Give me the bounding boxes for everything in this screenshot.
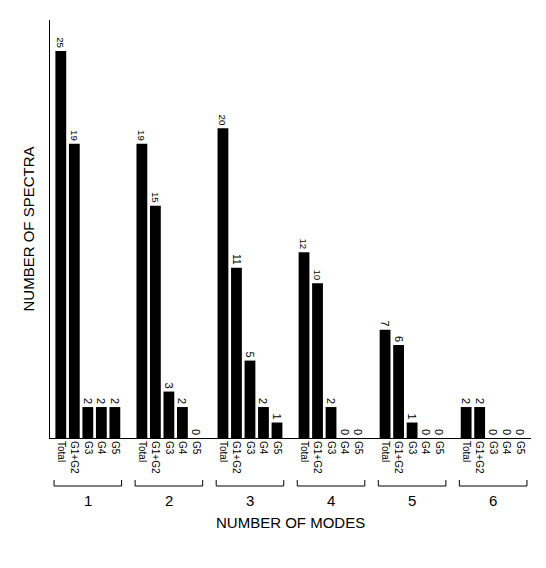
svg-text:6: 6 (393, 336, 405, 342)
svg-text:2: 2 (474, 398, 486, 404)
svg-text:5: 5 (408, 492, 416, 509)
svg-text:G5: G5 (272, 441, 283, 455)
svg-text:2: 2 (82, 398, 94, 404)
svg-text:G4: G4 (177, 441, 188, 455)
svg-text:G5: G5 (353, 441, 364, 455)
svg-text:4: 4 (327, 492, 335, 509)
svg-text:1: 1 (84, 492, 92, 509)
svg-text:G3: G3 (164, 441, 175, 455)
svg-text:Total: Total (56, 441, 67, 462)
svg-text:Total: Total (218, 441, 229, 462)
svg-text:1: 1 (406, 413, 418, 419)
svg-text:2: 2 (257, 398, 269, 404)
svg-text:G4: G4 (339, 441, 350, 455)
svg-text:G4: G4 (420, 441, 431, 455)
svg-text:G5: G5 (434, 441, 445, 455)
svg-text:0: 0 (190, 429, 202, 435)
svg-text:25: 25 (55, 37, 66, 48)
svg-text:20: 20 (217, 115, 228, 126)
svg-text:G1+G2: G1+G2 (474, 441, 485, 474)
svg-text:0: 0 (501, 429, 513, 435)
svg-text:G1+G2: G1+G2 (69, 441, 80, 474)
svg-text:G3: G3 (83, 441, 94, 455)
svg-text:0: 0 (339, 429, 351, 435)
svg-text:G4: G4 (96, 441, 107, 455)
svg-text:G1+G2: G1+G2 (150, 441, 161, 474)
svg-text:2: 2 (325, 398, 337, 404)
svg-text:0: 0 (433, 429, 445, 435)
svg-text:12: 12 (298, 238, 309, 249)
svg-text:G1+G2: G1+G2 (393, 441, 404, 474)
svg-text:2: 2 (109, 398, 121, 404)
svg-text:Total: Total (137, 441, 148, 462)
svg-text:G5: G5 (515, 441, 526, 455)
svg-text:1: 1 (271, 413, 283, 419)
svg-text:G3: G3 (488, 441, 499, 455)
svg-text:6: 6 (489, 492, 497, 509)
svg-text:11: 11 (231, 254, 242, 265)
svg-text:2: 2 (95, 398, 107, 404)
svg-text:G3: G3 (326, 441, 337, 455)
svg-text:3: 3 (246, 492, 254, 509)
svg-text:2: 2 (460, 398, 472, 404)
svg-text:G1+G2: G1+G2 (231, 441, 242, 474)
svg-text:G1+G2: G1+G2 (312, 441, 323, 474)
svg-text:0: 0 (487, 429, 499, 435)
svg-text:NUMBER OF MODES: NUMBER OF MODES (216, 514, 365, 531)
svg-text:Total: Total (380, 441, 391, 462)
svg-text:0: 0 (352, 429, 364, 435)
svg-text:3: 3 (163, 382, 175, 388)
svg-text:15: 15 (150, 192, 161, 203)
svg-text:2: 2 (176, 398, 188, 404)
svg-text:G5: G5 (110, 441, 121, 455)
svg-text:G5: G5 (191, 441, 202, 455)
svg-text:19: 19 (136, 130, 147, 141)
svg-text:NUMBER OF SPECTRA: NUMBER OF SPECTRA (20, 146, 37, 311)
svg-text:G3: G3 (245, 441, 256, 455)
svg-text:Total: Total (299, 441, 310, 462)
svg-text:7: 7 (379, 321, 391, 327)
svg-text:5: 5 (244, 351, 256, 357)
svg-text:G4: G4 (258, 441, 269, 455)
svg-text:G3: G3 (407, 441, 418, 455)
svg-text:10: 10 (312, 269, 323, 280)
svg-text:Total: Total (461, 441, 472, 462)
svg-text:2: 2 (165, 492, 173, 509)
svg-text:0: 0 (420, 429, 432, 435)
svg-text:19: 19 (69, 130, 80, 141)
svg-text:G4: G4 (501, 441, 512, 455)
svg-text:0: 0 (514, 429, 526, 435)
